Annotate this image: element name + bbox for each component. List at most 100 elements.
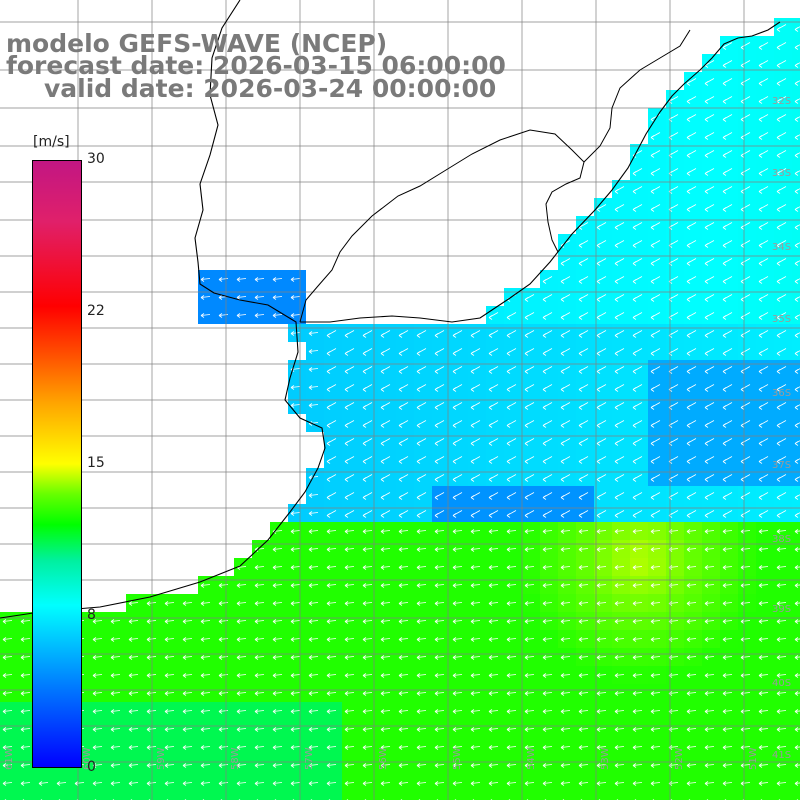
- wind-arrow: [542, 438, 553, 446]
- wind-speed-cell: [756, 270, 774, 288]
- wind-arrow: [470, 474, 481, 482]
- wind-arrow: [434, 456, 445, 464]
- wind-arrow: [164, 709, 175, 714]
- wind-arrow: [614, 691, 625, 696]
- wind-arrow: [650, 240, 661, 248]
- wind-arrow: [452, 601, 463, 606]
- wind-arrow: [506, 366, 517, 374]
- wind-arrow: [560, 529, 571, 534]
- wind-speed-cell: [738, 378, 756, 396]
- wind-arrow: [740, 655, 751, 660]
- wind-arrow: [20, 637, 31, 642]
- wind-arrow: [740, 547, 751, 552]
- wind-arrow: [758, 583, 769, 588]
- wind-arrow: [470, 781, 481, 786]
- wind-arrow: [632, 781, 643, 786]
- wind-speed-cell: [756, 144, 774, 162]
- wind-arrow: [776, 204, 787, 212]
- wind-arrow: [722, 204, 733, 212]
- wind-speed-cell: [792, 162, 800, 180]
- wind-speed-cell: [792, 198, 800, 216]
- wind-speed-cell: [684, 72, 702, 90]
- wind-arrow: [632, 529, 643, 534]
- wind-arrow: [758, 601, 769, 606]
- wind-speed-cell: [666, 252, 684, 270]
- wind-arrow: [470, 438, 481, 446]
- wind-arrow: [164, 727, 175, 732]
- wind-arrow: [506, 781, 517, 786]
- wind-arrow: [614, 366, 625, 374]
- wind-speed-cell: [522, 288, 540, 306]
- colorbar-tick-0: 0: [87, 759, 96, 775]
- wind-arrow: [452, 763, 463, 768]
- wind-arrow: [380, 366, 391, 374]
- wind-arrow: [578, 492, 589, 500]
- wind-arrow: [722, 673, 733, 678]
- wind-speed-cell: [774, 306, 792, 324]
- wind-speed-cell: [792, 324, 800, 342]
- wind-arrow: [668, 204, 679, 212]
- wind-arrow: [380, 384, 391, 392]
- wind-arrow: [722, 529, 733, 534]
- wind-arrow: [722, 510, 733, 518]
- wind-speed-cell: [648, 198, 666, 216]
- wind-speed-cell: [666, 414, 684, 432]
- wind-arrow: [758, 150, 769, 158]
- wind-arrow: [704, 619, 715, 624]
- wind-arrow: [416, 438, 427, 446]
- wind-speed-cell: [504, 504, 522, 522]
- wind-arrow: [686, 583, 697, 588]
- wind-arrow: [758, 619, 769, 624]
- wind-speed-cell: [414, 486, 432, 504]
- wind-arrow: [362, 583, 373, 588]
- wind-speed-cell: [504, 792, 522, 800]
- wind-arrow: [398, 402, 409, 410]
- wind-speed-cell: [720, 450, 738, 468]
- wind-arrow: [740, 60, 751, 68]
- wind-speed-cell: [522, 504, 540, 522]
- wind-arrow: [704, 781, 715, 786]
- wind-arrow: [542, 547, 553, 552]
- wind-arrow: [506, 402, 517, 410]
- wind-speed-cell: [702, 432, 720, 450]
- wind-arrow: [740, 258, 751, 266]
- longitude-label: 59W: [156, 747, 167, 770]
- wind-arrow: [704, 492, 715, 500]
- wind-arrow: [434, 655, 445, 660]
- wind-arrow: [650, 781, 661, 786]
- wind-speed-cell: [342, 450, 360, 468]
- wind-arrow: [362, 619, 373, 624]
- wind-arrow: [308, 637, 319, 642]
- wind-arrow: [200, 691, 211, 696]
- wind-arrow: [290, 601, 301, 606]
- wind-speed-cell: [648, 360, 666, 378]
- wind-speed-cell: [558, 360, 576, 378]
- wind-arrow: [560, 456, 571, 464]
- wind-arrow: [452, 529, 463, 534]
- wind-speed-cell: [396, 432, 414, 450]
- wind-arrow: [92, 655, 103, 660]
- wind-arrow: [164, 601, 175, 606]
- wind-arrow: [452, 691, 463, 696]
- wind-arrow: [362, 330, 373, 338]
- wind-speed-cell: [792, 288, 800, 306]
- wind-speed-cell: [756, 198, 774, 216]
- wind-arrow: [776, 222, 787, 230]
- wind-arrow: [92, 691, 103, 696]
- wind-arrow: [686, 366, 697, 374]
- wind-arrow: [416, 691, 427, 696]
- wind-arrow: [632, 330, 643, 338]
- wind-arrow: [776, 132, 787, 140]
- wind-arrow: [686, 204, 697, 212]
- wind-speed-cell: [450, 486, 468, 504]
- wind-arrow: [380, 601, 391, 606]
- wind-arrow: [272, 709, 283, 714]
- wind-arrow: [362, 474, 373, 482]
- wind-arrow: [650, 150, 661, 158]
- wind-speed-cell: [522, 432, 540, 450]
- wind-speed-cell: [792, 486, 800, 504]
- wind-arrow: [290, 385, 301, 390]
- wind-arrow: [398, 420, 409, 428]
- wind-arrow: [362, 637, 373, 642]
- wind-speed-cell: [684, 432, 702, 450]
